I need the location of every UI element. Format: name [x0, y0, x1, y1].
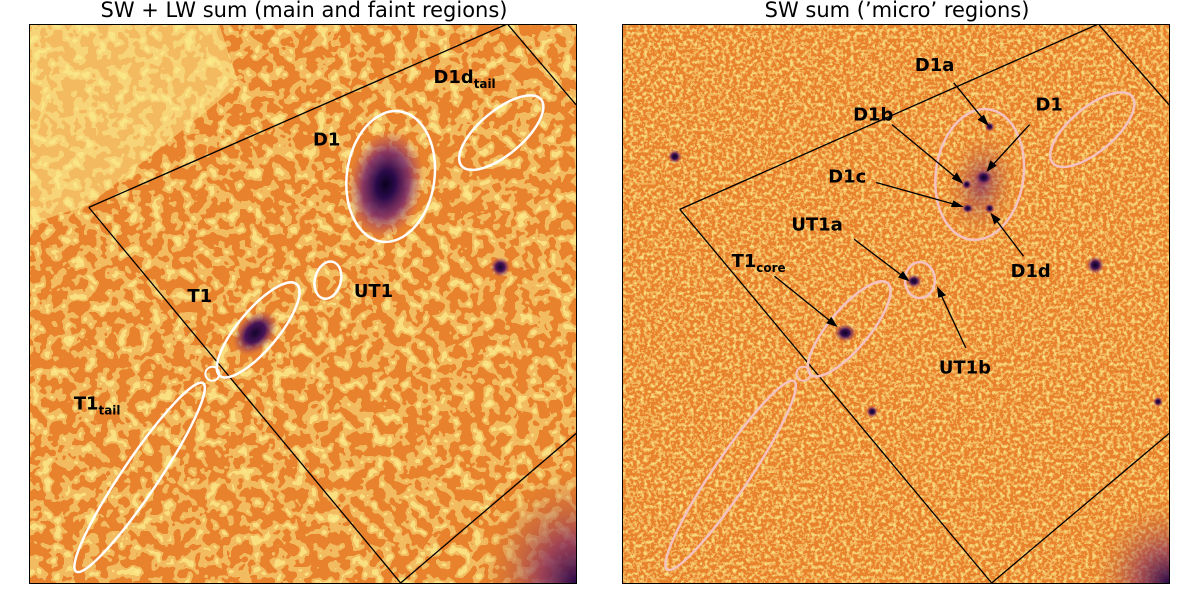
label-d1c: D1c [828, 166, 866, 187]
ut1-micro-region [903, 260, 937, 300]
footprint-line-left [88, 206, 402, 583]
t1-tail-micro-region [664, 379, 798, 572]
t1-tail-region [73, 381, 207, 574]
label-d1d-tail-sub: tail [474, 77, 496, 91]
t1-galaxy [232, 310, 278, 356]
label-t1core: T1core [732, 251, 786, 275]
label-t1core-sub: core [756, 261, 785, 275]
annotation-arrows [774, 82, 1030, 349]
d1-micro-region [934, 107, 1026, 242]
d1-core [974, 169, 993, 186]
right-footprint-line-bottom [991, 433, 1169, 583]
d1b-clump [961, 179, 972, 190]
arrow-t1core [774, 275, 837, 327]
label-d1a: D1a [915, 55, 954, 76]
label-t1: T1 [187, 286, 212, 307]
right-footprint-line-top [679, 25, 1098, 210]
label-d1b: D1b [853, 105, 893, 126]
footprint-line-corner [507, 25, 576, 106]
arrow-ut1b-head [936, 286, 947, 298]
label-ut1a: UT1a [791, 214, 842, 235]
right-image-canvas: D1a D1b D1 D1c UT1a T1core D1d UT1b [623, 25, 1169, 583]
right-footprint-line-corner [1098, 25, 1169, 106]
t1-core-galaxy [834, 323, 857, 342]
faint-source-2 [866, 405, 879, 418]
left-corner-dark [408, 383, 576, 583]
left-bright-region [30, 25, 240, 225]
ut1-galaxy [905, 274, 922, 289]
right-footprint-line-left [679, 208, 993, 583]
arrow-d1c [875, 181, 962, 207]
arrow-d1-head [986, 160, 997, 172]
label-d1: D1 [1035, 95, 1062, 116]
arrow-d1c-head [950, 200, 965, 208]
arrow-ut1a-head [897, 270, 910, 282]
label-ut1: UT1 [354, 281, 393, 302]
label-d1d-tail: D1dtail [434, 67, 496, 91]
arrow-d1d-head [990, 212, 1001, 225]
right-corner-dark [1021, 423, 1169, 583]
label-t1-tail: T1tail [74, 394, 121, 418]
d1-galaxy [347, 130, 425, 239]
arrow-d1b-head [951, 172, 964, 184]
label-t1core-main: T1 [732, 251, 757, 272]
d1d-tail-micro-region [1048, 91, 1136, 169]
d1-region [345, 109, 437, 244]
label-d1: D1 [313, 130, 340, 151]
right-panel-title: SW sum (’micro’ regions) [764, 0, 1030, 22]
right-image-panel: D1a D1b D1 D1c UT1a T1core D1d UT1b [622, 24, 1170, 584]
d1d-clump [984, 203, 995, 214]
label-t1-tail-main: T1 [74, 394, 99, 415]
label-ut1b: UT1b [939, 358, 991, 379]
label-t1-tail-sub: tail [99, 404, 121, 418]
compact-source [490, 257, 511, 278]
faint-source-3 [1153, 396, 1164, 407]
faint-source-1 [667, 149, 682, 164]
arrow-ut1b [937, 287, 967, 349]
d1c-clump [961, 203, 974, 214]
arrow-ut1a [853, 238, 909, 281]
left-image-canvas: D1 D1dtail T1 UT1 T1tail [30, 25, 576, 583]
t1-join-micro-circle [795, 365, 812, 382]
label-d1d: D1d [1011, 261, 1051, 282]
arrow-d1a-head [977, 114, 990, 127]
footprint-line-bottom [400, 433, 576, 583]
arrow-d1b [891, 124, 963, 183]
t1-join-circle [204, 365, 221, 382]
left-panel-title: SW + LW sum (main and faint regions) [100, 0, 508, 22]
d1d-tail-region [457, 94, 545, 172]
left-image-panel: D1 D1dtail T1 UT1 T1tail [29, 24, 577, 584]
ut1-region [313, 260, 343, 300]
footprint-line-top [88, 25, 507, 208]
compact-source-right [1086, 256, 1105, 275]
arrow-t1core-head [826, 316, 838, 328]
label-d1d-tail-main: D1d [434, 67, 474, 88]
arrow-d1 [987, 124, 1030, 171]
